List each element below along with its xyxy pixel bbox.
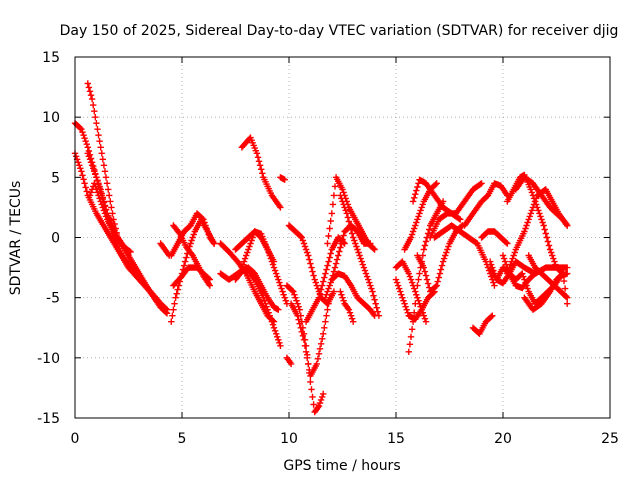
- data-marks: [71, 80, 571, 416]
- y-tick-label: 0: [51, 231, 60, 247]
- series-markers: [283, 354, 295, 368]
- series-markers: [84, 150, 169, 313]
- series-markers: [157, 240, 173, 259]
- series-track-15: [238, 228, 291, 307]
- series-markers: [71, 150, 171, 313]
- series-track-29: [392, 276, 438, 323]
- y-tick-label: -15: [37, 411, 60, 427]
- series-track-44: [512, 174, 571, 229]
- series-track-19: [283, 354, 295, 368]
- series-markers: [392, 276, 438, 323]
- series-track-05: [86, 180, 124, 247]
- x-tick-label: 10: [280, 431, 298, 447]
- series-track-01: [71, 120, 171, 317]
- x-tick-label: 15: [387, 431, 405, 447]
- series-track-02: [71, 150, 171, 313]
- series-markers: [427, 180, 485, 241]
- y-tick-label: -5: [46, 291, 60, 307]
- series-markers: [512, 174, 571, 229]
- series-markers: [461, 180, 511, 229]
- series-track-09: [170, 264, 213, 289]
- series-markers: [337, 288, 357, 325]
- series-track-21: [287, 294, 333, 380]
- y-tick-label: 10: [42, 110, 60, 126]
- series-track-38: [478, 228, 511, 247]
- chart-title: Day 150 of 2025, Sidereal Day-to-day VTE…: [60, 23, 619, 39]
- series-markers: [238, 228, 291, 307]
- y-tick-label: -10: [37, 351, 60, 367]
- series-markers: [277, 174, 288, 183]
- series-markers: [469, 312, 496, 337]
- series-track-25: [328, 270, 378, 319]
- series-track-10: [157, 240, 173, 259]
- series-track-04: [84, 150, 169, 313]
- series-markers: [238, 134, 284, 211]
- x-tick-label: 20: [494, 431, 512, 447]
- series-track-24: [324, 174, 378, 253]
- series-markers: [287, 294, 333, 380]
- series-track-26: [337, 288, 357, 325]
- series-track-27: [337, 192, 383, 319]
- x-tick-label: 25: [601, 431, 619, 447]
- series-track-34: [427, 180, 485, 241]
- series-markers: [170, 264, 213, 289]
- series-markers: [324, 174, 378, 253]
- x-tick-label: 5: [178, 431, 187, 447]
- series-markers: [337, 192, 383, 319]
- axis-ticks: 0 5 10 15 20 25 -15 -10 -5 0 5 10 15: [37, 50, 619, 447]
- series-markers: [478, 228, 511, 247]
- series-track-37: [469, 312, 496, 337]
- series-markers: [232, 264, 282, 313]
- series-markers: [71, 120, 171, 317]
- series-track-46: [521, 270, 571, 313]
- series-track-16: [238, 134, 284, 211]
- y-tick-label: 5: [51, 170, 60, 186]
- series-markers: [86, 180, 124, 247]
- series-markers: [328, 270, 378, 319]
- y-tick-label: 15: [42, 50, 60, 66]
- x-tick-label: 0: [71, 431, 80, 447]
- series-track-17: [277, 174, 288, 183]
- series-track-36: [461, 180, 511, 229]
- series-markers: [521, 270, 571, 313]
- y-axis-label: SDTVAR / TECUs: [8, 181, 24, 296]
- x-axis-label: GPS time / hours: [283, 458, 400, 474]
- series-track-14: [232, 264, 282, 313]
